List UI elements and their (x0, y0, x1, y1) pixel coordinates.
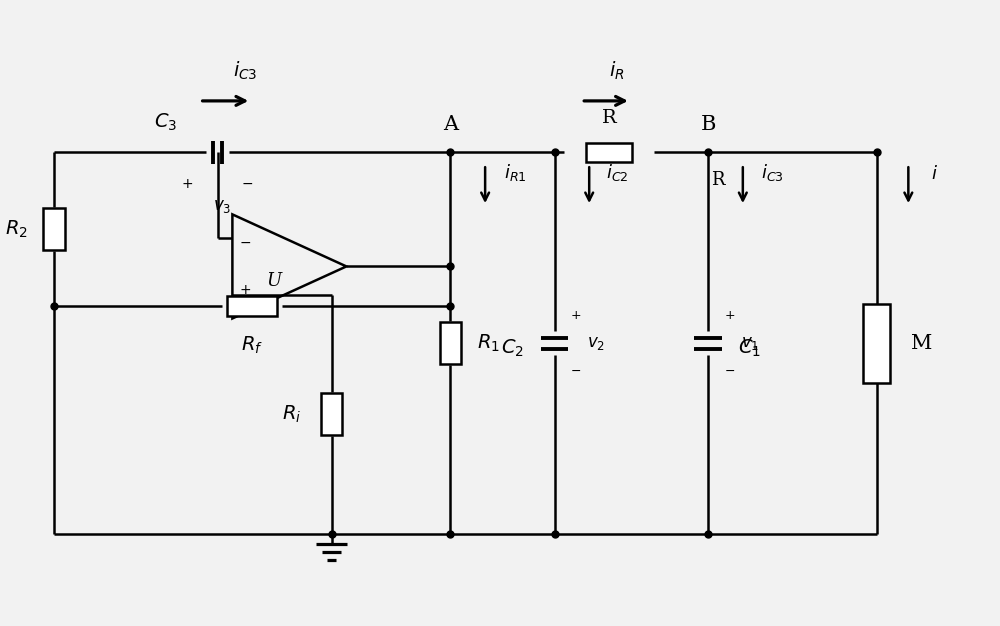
Text: $i_{C3}$: $i_{C3}$ (233, 60, 258, 82)
Text: +: + (725, 309, 735, 322)
Text: $i_{R1}$: $i_{R1}$ (504, 162, 526, 183)
Text: $R_1$: $R_1$ (477, 332, 500, 354)
Text: −: − (239, 236, 251, 250)
Text: +: + (571, 309, 582, 322)
Text: $C_3$: $C_3$ (154, 112, 178, 133)
Text: −: − (725, 364, 735, 377)
Text: M: M (911, 334, 932, 352)
Text: $C_2$: $C_2$ (501, 337, 524, 359)
Text: +: + (239, 282, 251, 297)
Text: $i_{C3}$: $i_{C3}$ (761, 162, 784, 183)
Text: $C_1$: $C_1$ (738, 337, 761, 359)
Text: −: − (571, 364, 582, 377)
Text: $v_3$: $v_3$ (213, 198, 232, 215)
Text: $R_i$: $R_i$ (282, 404, 301, 425)
Text: R: R (602, 109, 616, 126)
Bar (321, 394, 342, 435)
Text: $i$: $i$ (931, 165, 938, 183)
Text: U: U (266, 272, 282, 290)
Bar (863, 304, 890, 383)
Text: A: A (443, 115, 458, 134)
Bar (586, 143, 632, 162)
Text: R: R (711, 171, 725, 189)
Bar (43, 208, 65, 250)
Text: B: B (700, 115, 716, 134)
Text: $i_R$: $i_R$ (609, 60, 625, 82)
Bar (227, 296, 277, 316)
Text: $R_2$: $R_2$ (5, 218, 28, 240)
Bar (440, 322, 461, 364)
Text: $R_f$: $R_f$ (241, 335, 263, 356)
Text: $v_1$: $v_1$ (741, 335, 759, 352)
Text: −: − (241, 177, 253, 191)
Text: +: + (182, 177, 194, 191)
Text: $v_2$: $v_2$ (587, 335, 605, 352)
Text: $i_{C2}$: $i_{C2}$ (606, 162, 628, 183)
